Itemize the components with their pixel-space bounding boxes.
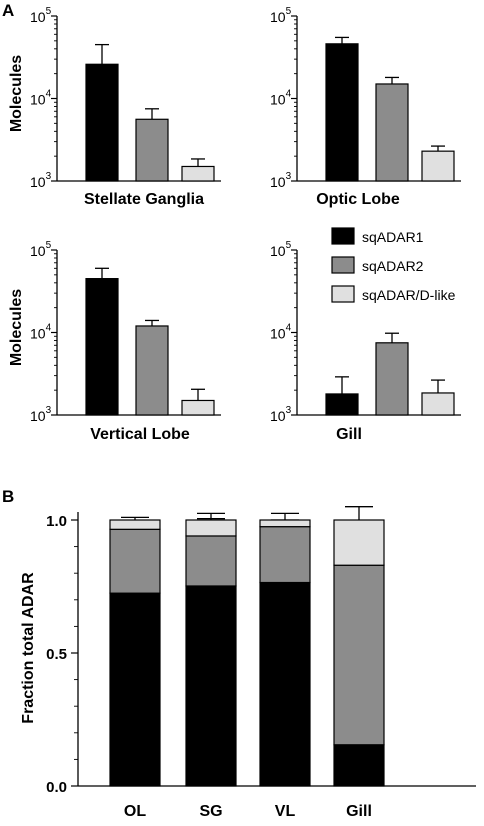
bar-sqadar-d-like <box>181 399 215 416</box>
y-tick-label: 104 <box>270 89 292 108</box>
y-tick-label: 103 <box>30 405 52 424</box>
y-tick-label: 103 <box>270 405 292 424</box>
panel-b-letter: B <box>2 487 14 506</box>
y-tick-label: 103 <box>30 171 52 190</box>
chart-title: Gill <box>336 426 362 443</box>
segment-sqadar-d-like <box>109 519 161 530</box>
log-chart-3: 103 104 105 Vertical Lobe Molecules <box>8 240 221 443</box>
panel-a: 103 104 105 Stellate Ganglia Molecules 103 104… <box>8 6 461 443</box>
legend-swatch <box>331 285 355 303</box>
chart-title: Vertical Lobe <box>90 426 190 443</box>
log-chart-4: 103 104 105 Gill <box>270 240 461 443</box>
legend-label: sqADAR2 <box>362 258 424 274</box>
stacked-bar-gill <box>333 506 385 787</box>
bar-sqadar-d-like <box>421 392 455 416</box>
x-tick-label: Gill <box>346 803 372 820</box>
segment-sqadar2 <box>185 535 237 587</box>
x-tick-label: VL <box>275 803 296 820</box>
bar-sqadar1 <box>325 393 359 416</box>
y-tick-label: 105 <box>30 6 52 25</box>
bar-sqadar1 <box>325 43 359 182</box>
segment-sqadar-d-like <box>259 519 311 528</box>
y-tick-label: 104 <box>30 323 52 342</box>
chart-title: Stellate Ganglia <box>84 191 204 208</box>
segment-sqadar1 <box>185 585 237 787</box>
y-axis-label: Fraction total ADAR <box>20 572 37 724</box>
y-tick-label: 105 <box>270 240 292 259</box>
panel-b: 0.0 0.5 1.0 Fraction total ADAR OL SG VL Gill <box>20 506 476 820</box>
bar-sqadar1 <box>85 278 119 416</box>
bar-sqadar-d-like <box>181 165 215 182</box>
segment-sqadar2 <box>333 564 385 746</box>
segment-sqadar-d-like <box>185 519 237 537</box>
segment-sqadar1 <box>259 581 311 787</box>
y-axis-label: Molecules <box>8 289 25 366</box>
bar-sqadar2 <box>135 325 169 416</box>
y-tick-label: 0.0 <box>46 779 67 796</box>
legend-swatch <box>331 227 355 245</box>
y-tick-label: 105 <box>30 240 52 259</box>
x-tick-label: OL <box>124 803 146 820</box>
panel-a-letter: A <box>2 1 14 20</box>
stacked-bar-ol <box>109 516 161 787</box>
y-tick-label: 105 <box>270 6 292 25</box>
bar-sqadar1 <box>85 63 119 182</box>
segment-sqadar1 <box>109 592 161 787</box>
legend-label: sqADAR/D-like <box>362 287 456 303</box>
legend: sqADAR1 sqADAR2 sqADAR/D-like <box>331 227 456 303</box>
stacked-bar-sg <box>185 512 237 787</box>
segment-sqadar2 <box>109 528 161 594</box>
chart-title: Optic Lobe <box>316 191 400 208</box>
y-tick-label: 0.5 <box>46 646 67 663</box>
log-chart-2: 103 104 105 Optic Lobe <box>270 6 461 208</box>
bar-sqadar2 <box>135 118 169 182</box>
x-tick-label: SG <box>199 803 222 820</box>
y-tick-label: 1.0 <box>46 513 67 530</box>
bar-sqadar2 <box>375 83 409 182</box>
log-chart-1: 103 104 105 Stellate Ganglia Molecules <box>8 6 221 208</box>
legend-label: sqADAR1 <box>362 229 424 245</box>
segment-sqadar-d-like <box>333 519 385 566</box>
y-axis-label: Molecules <box>8 55 25 132</box>
legend-swatch <box>331 256 355 274</box>
stacked-bar-vl <box>259 512 311 787</box>
segment-sqadar1 <box>333 744 385 787</box>
bar-sqadar2 <box>375 342 409 416</box>
y-tick-label: 104 <box>30 89 52 108</box>
bar-sqadar-d-like <box>421 150 455 182</box>
segment-sqadar2 <box>259 526 311 584</box>
y-tick-label: 103 <box>270 171 292 190</box>
y-tick-label: 104 <box>270 323 292 342</box>
stacked-chart: 0.0 0.5 1.0 Fraction total ADAR OL SG VL Gill <box>20 506 476 820</box>
